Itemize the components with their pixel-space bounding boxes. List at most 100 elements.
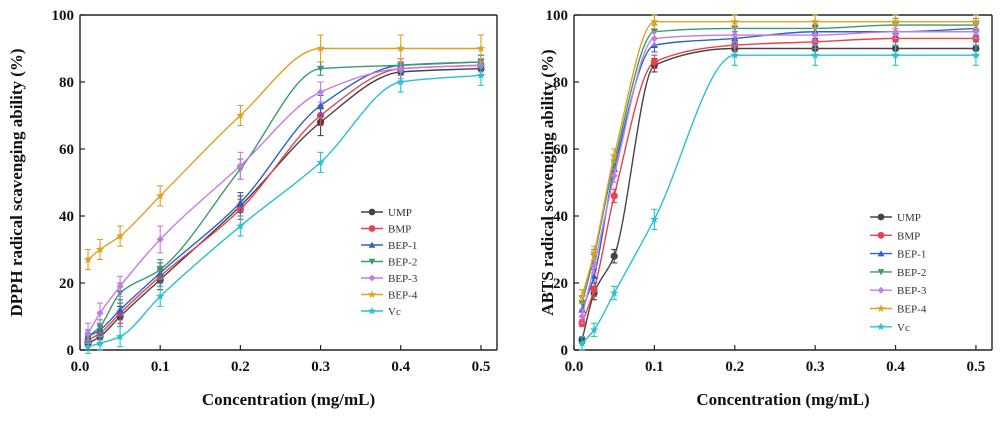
data-point — [116, 306, 124, 313]
data-point — [96, 309, 104, 317]
legend-marker — [877, 286, 885, 294]
data-point — [156, 235, 164, 244]
legend-marker — [876, 304, 886, 312]
data-point — [116, 282, 124, 290]
data-point — [730, 50, 740, 59]
data-point — [476, 44, 486, 53]
legend-label: UMP — [388, 207, 412, 219]
data-point — [610, 252, 618, 260]
y-tick-label: 60 — [553, 142, 568, 158]
data-point — [971, 17, 981, 26]
data-point — [891, 50, 900, 59]
y-tick-label: 40 — [553, 209, 568, 225]
legend-marker — [877, 231, 885, 239]
x-tick-label: 0.0 — [565, 359, 584, 375]
x-tick-label: 0.5 — [472, 359, 491, 375]
x-tick-label: 0.2 — [231, 359, 250, 375]
series-line — [87, 64, 481, 341]
data-point — [811, 31, 819, 39]
data-point — [577, 338, 587, 347]
legend-label: UMP — [897, 212, 921, 224]
data-point — [83, 342, 93, 351]
x-tick-label: 0.1 — [151, 359, 170, 375]
series-bep-4 — [83, 34, 486, 271]
legend-marker — [877, 269, 885, 276]
data-point — [115, 332, 125, 341]
data-point — [610, 192, 618, 200]
series-bmp — [578, 31, 980, 328]
data-point — [236, 199, 244, 206]
legend-label: Vc — [388, 306, 401, 318]
data-point — [609, 288, 619, 297]
data-point — [316, 157, 325, 167]
legend-marker — [876, 322, 886, 331]
y-axis-label: DPPH radical scavenging ability (%) — [7, 48, 26, 316]
series-ump — [578, 41, 980, 344]
legend-label: BMP — [897, 230, 920, 242]
data-point — [236, 221, 245, 230]
series-line — [87, 74, 482, 348]
data-point — [589, 248, 599, 257]
x-tick-label: 0.3 — [806, 359, 825, 375]
series-bep-4 — [577, 14, 981, 304]
data-point — [650, 58, 658, 66]
series-line — [87, 67, 481, 344]
x-tick-label: 0.3 — [311, 359, 330, 375]
legend-label: BMP — [388, 224, 411, 236]
data-point — [155, 291, 165, 301]
legend-marker — [368, 274, 376, 282]
data-point — [590, 272, 598, 280]
legend-label: BEP-1 — [897, 249, 926, 261]
y-axis-label: ABTS radical scavenging ability (%) — [538, 49, 557, 315]
x-axis-label: Concentration (mg/mL) — [696, 390, 869, 409]
dpph-chart-panel: 0.0 0.1 0.2 0.3 0.4 0.5 0 20 40 60 80 100 Concentrat… — [7, 8, 498, 409]
legend-label: BEP-2 — [897, 267, 926, 279]
data-point — [316, 65, 325, 73]
data-point — [609, 151, 619, 160]
legend-label: BEP-3 — [897, 285, 927, 297]
data-point — [156, 266, 164, 274]
data-point — [316, 44, 325, 53]
series-vc — [577, 44, 981, 351]
series-line — [87, 47, 481, 261]
x-tick-label: 0.4 — [886, 359, 905, 375]
series-vc — [83, 64, 486, 354]
series-bep-2 — [84, 54, 485, 344]
data-point — [730, 17, 740, 26]
series-ump — [84, 61, 485, 351]
legend-label: BEP-2 — [388, 257, 417, 269]
data-point — [891, 17, 900, 26]
data-point — [610, 172, 618, 180]
data-point — [236, 111, 245, 120]
y-tick-label: 100 — [546, 8, 569, 24]
y-tick-label: 80 — [553, 75, 568, 91]
series-line — [581, 47, 976, 341]
series-line — [87, 61, 481, 338]
series-line — [87, 61, 481, 338]
data-point — [95, 338, 105, 347]
legend-label: BEP-1 — [388, 240, 417, 252]
legend: UMP BMP BEP-1 BEP-2 BEP-3 BEP-4 Vc — [361, 207, 418, 318]
y-tick-label: 40 — [59, 209, 74, 225]
data-point — [650, 214, 659, 223]
abts-chart-panel: 0.0 0.1 0.2 0.3 0.4 0.5 0 20 40 60 80 100 Concentrat… — [538, 8, 993, 409]
data-point — [731, 31, 739, 39]
data-point — [810, 17, 820, 26]
legend-marker — [877, 250, 885, 257]
legend-marker — [368, 225, 376, 232]
x-tick-label: 0.1 — [645, 359, 664, 375]
data-point — [84, 329, 92, 337]
y-tick-label: 0 — [67, 343, 75, 359]
data-point — [578, 312, 586, 321]
legend-marker — [368, 208, 376, 216]
data-point — [650, 17, 659, 26]
series-line — [581, 31, 976, 317]
data-point — [577, 291, 587, 301]
data-point — [590, 262, 598, 270]
x-tick-label: 0.0 — [71, 359, 90, 375]
y-tick-label: 0 — [561, 343, 569, 359]
legend-label: BEP-4 — [388, 290, 418, 302]
y-tick-label: 20 — [553, 276, 568, 292]
